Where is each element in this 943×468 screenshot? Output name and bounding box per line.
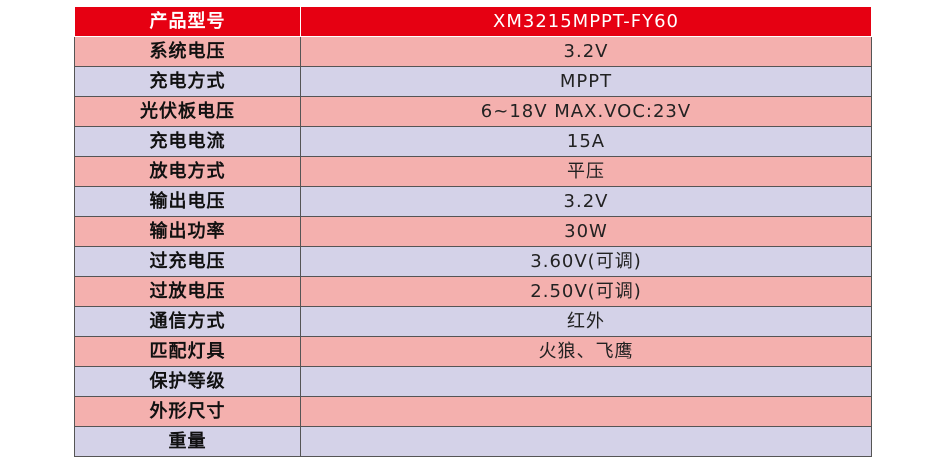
row-value: 3.60V(可调) [300, 246, 872, 277]
row-value: 30W [300, 216, 872, 247]
table-row: 放电方式 平压 [74, 156, 872, 187]
table-row: 过放电压 2.50V(可调) [74, 276, 872, 307]
spec-table: 产品型号 XM3215MPPT-FY60 系统电压 3.2V 充电方式 MPPT… [74, 6, 872, 457]
header-row: 产品型号 XM3215MPPT-FY60 [74, 6, 872, 37]
table-row: 输出电压 3.2V [74, 186, 872, 217]
row-value: 6~18V MAX.VOC:23V [300, 96, 872, 127]
row-label: 匹配灯具 [74, 336, 301, 367]
table-row: 保护等级 [74, 366, 872, 397]
row-label: 重量 [74, 426, 301, 457]
table-row: 过充电压 3.60V(可调) [74, 246, 872, 277]
row-label: 光伏板电压 [74, 96, 301, 127]
row-value: 3.2V [300, 186, 872, 217]
row-label: 输出电压 [74, 186, 301, 217]
row-label: 系统电压 [74, 36, 301, 67]
table-row: 系统电压 3.2V [74, 36, 872, 67]
row-value: 红外 [300, 306, 872, 337]
table-row: 输出功率 30W [74, 216, 872, 247]
row-label: 通信方式 [74, 306, 301, 337]
row-value: 2.50V(可调) [300, 276, 872, 307]
row-value [300, 426, 872, 457]
row-value [300, 396, 872, 427]
row-value: 平压 [300, 156, 872, 187]
row-label: 过放电压 [74, 276, 301, 307]
header-label: 产品型号 [74, 6, 301, 37]
table-row: 光伏板电压 6~18V MAX.VOC:23V [74, 96, 872, 127]
row-label: 保护等级 [74, 366, 301, 397]
header-value: XM3215MPPT-FY60 [300, 6, 872, 37]
table-row: 通信方式 红外 [74, 306, 872, 337]
table-row: 外形尺寸 [74, 396, 872, 427]
row-label: 放电方式 [74, 156, 301, 187]
row-value: MPPT [300, 66, 872, 97]
row-label: 输出功率 [74, 216, 301, 247]
table-row: 匹配灯具 火狼、飞鹰 [74, 336, 872, 367]
row-label: 充电电流 [74, 126, 301, 157]
table-row: 重量 [74, 426, 872, 457]
row-label: 充电方式 [74, 66, 301, 97]
row-value: 3.2V [300, 36, 872, 67]
row-label: 过充电压 [74, 246, 301, 277]
row-value: 15A [300, 126, 872, 157]
table-row: 充电方式 MPPT [74, 66, 872, 97]
table-row: 充电电流 15A [74, 126, 872, 157]
row-label: 外形尺寸 [74, 396, 301, 427]
row-value [300, 366, 872, 397]
row-value: 火狼、飞鹰 [300, 336, 872, 367]
